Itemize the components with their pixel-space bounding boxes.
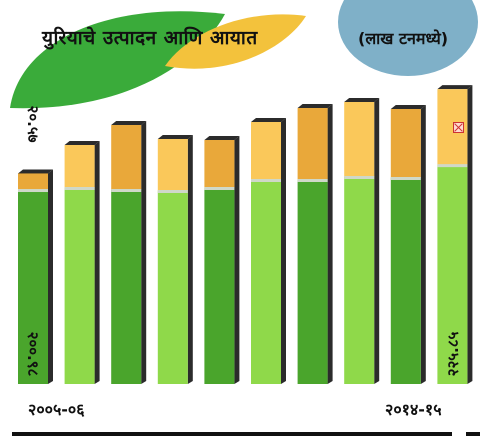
bar-top-9 bbox=[390, 105, 426, 109]
import-bar-4 bbox=[157, 139, 188, 191]
broken-image-icon bbox=[453, 122, 464, 133]
production-bar-9 bbox=[390, 178, 421, 384]
bar-shadow-4 bbox=[187, 135, 193, 384]
bar-shadow-8 bbox=[374, 98, 380, 384]
last-year-label: २०१४-१५ bbox=[385, 400, 442, 419]
bar-divider-8 bbox=[344, 176, 375, 179]
import-bar-6 bbox=[251, 122, 281, 180]
bar-top-3 bbox=[111, 121, 147, 125]
first-production-label: २००.९८ bbox=[24, 331, 42, 377]
production-bar-6 bbox=[251, 180, 281, 384]
bar-top-2 bbox=[64, 141, 100, 145]
baseline bbox=[12, 432, 452, 436]
production-bar-1 bbox=[18, 190, 48, 384]
bar-divider-3 bbox=[111, 189, 142, 192]
bar-divider-5 bbox=[204, 187, 235, 190]
bar-top-7 bbox=[297, 104, 333, 108]
import-bar-8 bbox=[344, 102, 375, 177]
bar-divider-6 bbox=[251, 179, 281, 182]
last-production-label: २२५.८५ bbox=[444, 331, 462, 377]
production-bar-5 bbox=[204, 188, 235, 384]
bar-shadow-3 bbox=[141, 121, 147, 384]
bar-top-8 bbox=[344, 98, 380, 102]
green-leaf-decoration bbox=[10, 11, 225, 109]
bar-top-5 bbox=[204, 136, 240, 140]
production-bar-10 bbox=[437, 165, 468, 384]
bar-divider-7 bbox=[297, 179, 328, 182]
bar-divider-1 bbox=[18, 189, 48, 193]
bar-shadow-9 bbox=[420, 105, 426, 384]
import-bar-1 bbox=[18, 173, 48, 191]
bar-shadow-2 bbox=[94, 141, 100, 384]
bar-divider-2 bbox=[64, 187, 95, 190]
baseline-right bbox=[466, 432, 480, 436]
first-import-label: २०.५७ bbox=[24, 105, 42, 143]
import-bar-9 bbox=[390, 109, 421, 178]
bar-shadow-7 bbox=[327, 104, 333, 384]
bar-top-10 bbox=[437, 85, 473, 90]
import-bar-7 bbox=[297, 108, 328, 180]
bar-shadow-10 bbox=[467, 85, 473, 385]
production-bar-7 bbox=[297, 180, 328, 384]
production-bar-2 bbox=[64, 188, 95, 384]
bar-top-4 bbox=[157, 135, 193, 139]
production-bar-8 bbox=[344, 177, 375, 384]
bar-divider-4 bbox=[157, 190, 188, 193]
import-bar-2 bbox=[64, 145, 95, 188]
production-bar-4 bbox=[157, 191, 188, 384]
chart-title: युरियाचे उत्पादन आणि आयात bbox=[42, 27, 258, 49]
bar-divider-9 bbox=[390, 177, 421, 180]
import-bar-3 bbox=[111, 125, 142, 190]
import-bar-5 bbox=[204, 140, 235, 188]
production-bar-3 bbox=[111, 190, 142, 384]
bar-shadow-6 bbox=[281, 118, 286, 384]
bars-group bbox=[18, 85, 473, 385]
bar-shadow-5 bbox=[234, 136, 240, 384]
yellow-leaf-decoration bbox=[165, 14, 306, 69]
chart-unit: (लाख टनमध्ये) bbox=[358, 29, 449, 48]
bar-top-6 bbox=[251, 118, 286, 122]
first-year-label: २००५-०६ bbox=[28, 400, 85, 419]
bar-divider-10 bbox=[437, 164, 468, 168]
blue-circle-decoration bbox=[338, 0, 478, 76]
bar-shadow-1 bbox=[48, 169, 53, 384]
bar-top-1 bbox=[18, 169, 53, 174]
